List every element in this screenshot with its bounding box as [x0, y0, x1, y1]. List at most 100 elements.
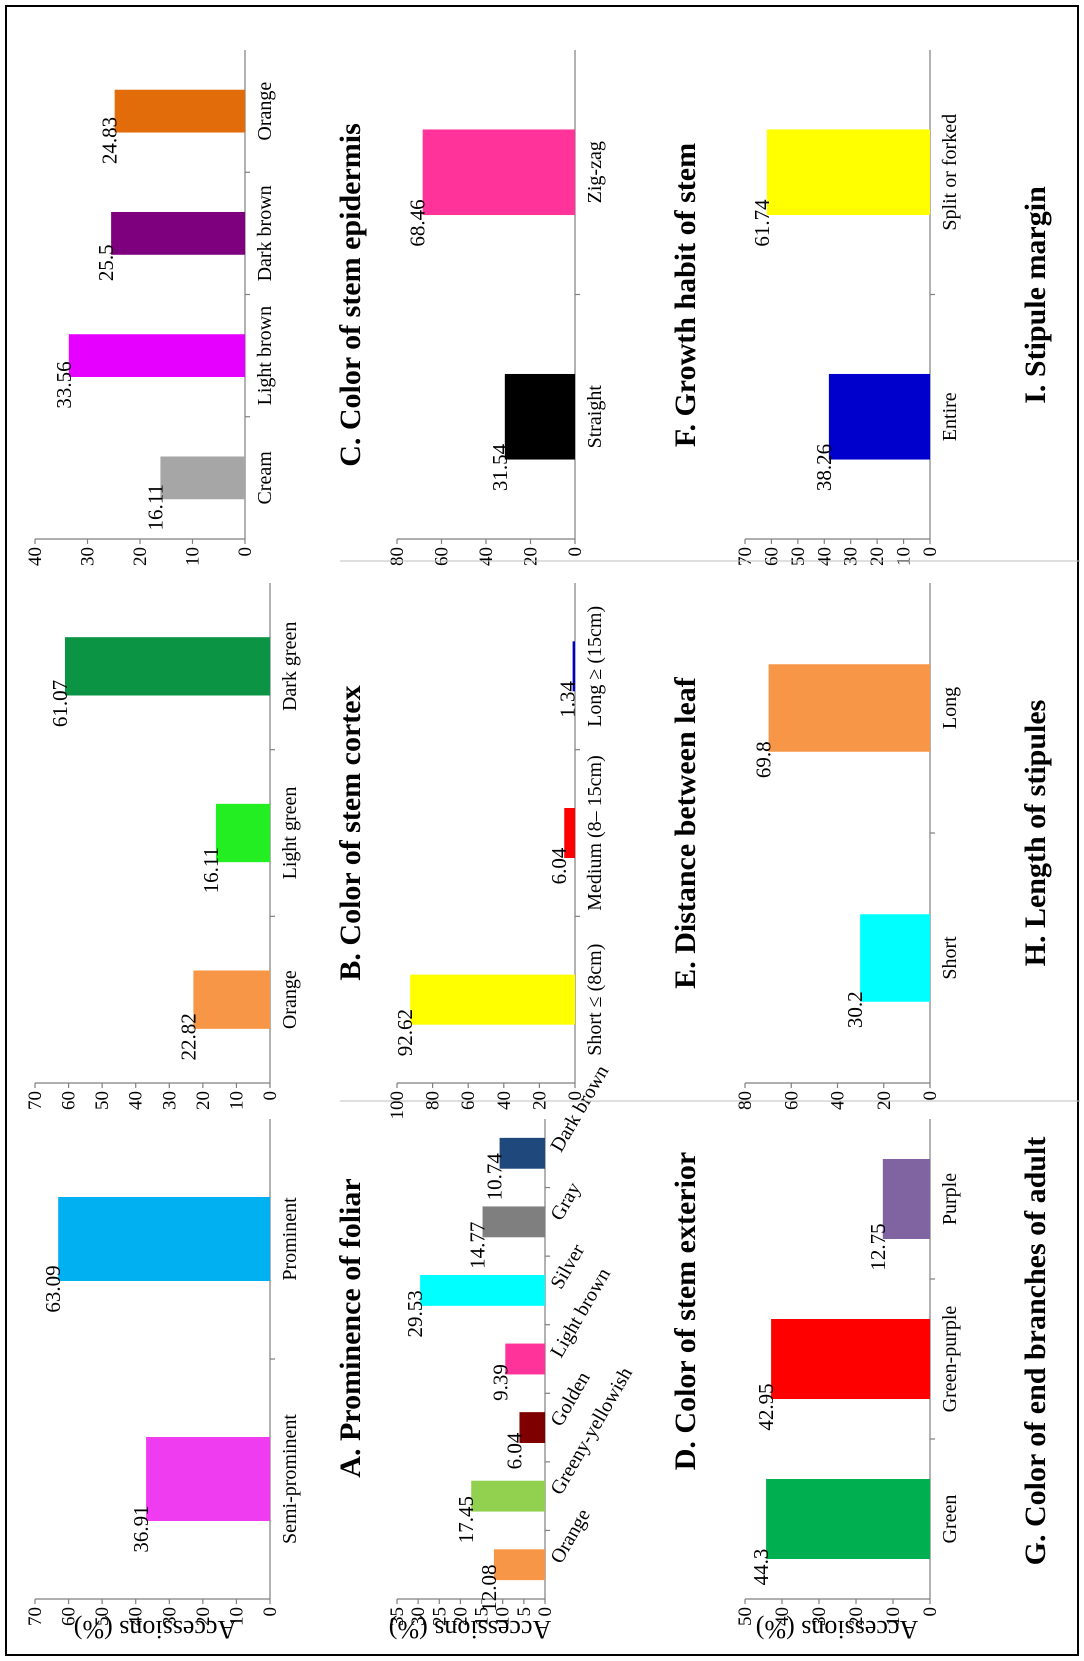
- bar: [64, 637, 271, 696]
- y-tick-label: 30: [78, 547, 99, 566]
- y-tick-label: 60: [761, 547, 782, 566]
- category-label: Long: [939, 687, 961, 729]
- panel-title: E. Distance between leaf: [669, 676, 702, 989]
- data-label: 69.8: [752, 741, 776, 778]
- y-tick-label: 50: [735, 1607, 756, 1626]
- panel-title: A. Prominence of foliar: [334, 1178, 367, 1477]
- y-tick-label: 50: [92, 1091, 113, 1110]
- category-label-line: Straight: [584, 385, 606, 449]
- y-tick-label: 0: [920, 1091, 941, 1101]
- data-label: 31.54: [488, 443, 512, 491]
- category-label-line: Green: [939, 1495, 961, 1544]
- bar: [146, 1437, 270, 1521]
- y-tick-label: 70: [735, 547, 756, 566]
- data-label: 10.74: [483, 1153, 507, 1201]
- bar: [519, 1412, 545, 1443]
- category-label: Purple: [939, 1173, 961, 1225]
- category-label: Medium (8– 15cm): [584, 755, 606, 911]
- panel-title: I. Stipule margin: [1019, 186, 1052, 404]
- bar: [193, 970, 270, 1029]
- category-label: Prominent: [279, 1197, 301, 1281]
- y-tick-label: 60: [432, 547, 453, 566]
- data-label: 33.56: [52, 361, 76, 408]
- data-label: 17.45: [454, 1496, 478, 1543]
- data-label: 63.09: [41, 1265, 65, 1312]
- category-label-line: Short: [939, 936, 961, 980]
- category-label-line: Medium (8– 15cm): [584, 755, 606, 911]
- y-tick-label: 0: [260, 1091, 281, 1101]
- y-tick-label: 0: [565, 1091, 586, 1101]
- category-label: Semi-prominent: [279, 1414, 301, 1544]
- panel-title: C. Color of stem epidermis: [334, 123, 367, 467]
- category-label-line: Light green: [279, 787, 301, 880]
- data-label: 61.74: [750, 199, 774, 247]
- category-label-line: Light brown: [254, 306, 276, 405]
- category-label: Gray: [546, 1179, 585, 1225]
- category-label-line: Dark green: [279, 622, 301, 711]
- bar: [572, 641, 576, 692]
- data-label: 92.62: [393, 1009, 417, 1056]
- data-label: 16.11: [199, 847, 223, 893]
- category-label: Short: [939, 936, 961, 980]
- y-tick-label: 30: [159, 1607, 180, 1626]
- panel-title: B. Color of stem cortex: [334, 685, 367, 980]
- y-tick-label: 15: [472, 1607, 493, 1626]
- bar: [499, 1137, 545, 1169]
- chart-panel-i: 0 10 20 30 40 50 60 70 38.26 Entire 61.74 Split or …: [735, 50, 1052, 566]
- bar: [471, 1480, 545, 1512]
- y-tick-label: 20: [130, 547, 151, 566]
- chart-panel-b: 0 10 20 30 40 50 60 70 22.82 Orange 16.11 Light gre…: [25, 583, 367, 1110]
- bar: [766, 1479, 931, 1559]
- category-label: Light green: [279, 787, 301, 880]
- panel-title: G. Color of end branches of adult: [1019, 1137, 1052, 1566]
- data-label: 6.04: [547, 847, 571, 884]
- y-tick-label: 35: [387, 1607, 408, 1626]
- y-tick-label: 20: [867, 547, 888, 566]
- data-label: 29.53: [403, 1290, 427, 1337]
- y-tick-label: 50: [92, 1607, 113, 1626]
- y-tick-label: 60: [59, 1091, 80, 1110]
- panel-title: H. Length of stipules: [1019, 700, 1052, 967]
- category-label-line: Split or forked: [939, 114, 961, 231]
- y-tick-label: 20: [193, 1091, 214, 1110]
- y-axis-title: Accessions (%): [756, 1615, 918, 1644]
- category-label-line: Semi-prominent: [279, 1414, 301, 1544]
- category-label-line: Orange: [279, 970, 301, 1029]
- data-label: 6.04: [502, 1432, 526, 1469]
- y-tick-label: 40: [126, 1091, 147, 1110]
- category-label: Green: [939, 1495, 961, 1544]
- category-label: Split or forked: [939, 114, 961, 231]
- category-label-line: Zig-zag: [584, 141, 606, 203]
- bar: [422, 129, 576, 216]
- bar: [410, 974, 576, 1025]
- data-label: 68.46: [406, 199, 430, 246]
- category-label-line: Prominent: [279, 1197, 301, 1281]
- data-label: 9.39: [488, 1364, 512, 1401]
- y-tick-label: 0: [920, 547, 941, 557]
- category-label: Orange: [254, 82, 276, 141]
- y-tick-label: 20: [193, 1607, 214, 1626]
- y-axis-title: Accessions (%): [389, 1615, 551, 1644]
- data-label: 12.08: [477, 1565, 501, 1612]
- bar: [111, 211, 245, 255]
- bar: [58, 1197, 270, 1281]
- chart-panel-c: 0 10 20 30 40 16.11 Cream 33.56 Light brown 25.5 D…: [25, 50, 367, 566]
- y-tick-label: 70: [25, 1607, 46, 1626]
- data-label: 12.75: [866, 1223, 890, 1270]
- category-label: Dark green: [279, 622, 301, 711]
- y-tick-label: 10: [883, 1607, 904, 1626]
- data-label: 1.34: [556, 680, 580, 717]
- category-label-line: Cream: [254, 451, 276, 505]
- category-label: Entire: [939, 392, 961, 441]
- category-label: Light brown: [254, 306, 276, 405]
- category-label-line: Green-purple: [939, 1306, 961, 1413]
- category-label: Cream: [254, 451, 276, 505]
- y-tick-label: 10: [226, 1091, 247, 1110]
- category-label-line: Long: [939, 687, 961, 729]
- y-tick-label: 60: [59, 1607, 80, 1626]
- bar: [564, 808, 575, 858]
- category-label: Orange: [546, 1505, 595, 1567]
- category-label-line: Dark brown: [254, 185, 276, 281]
- panel-title: D. Color of stem exterior: [669, 1152, 702, 1471]
